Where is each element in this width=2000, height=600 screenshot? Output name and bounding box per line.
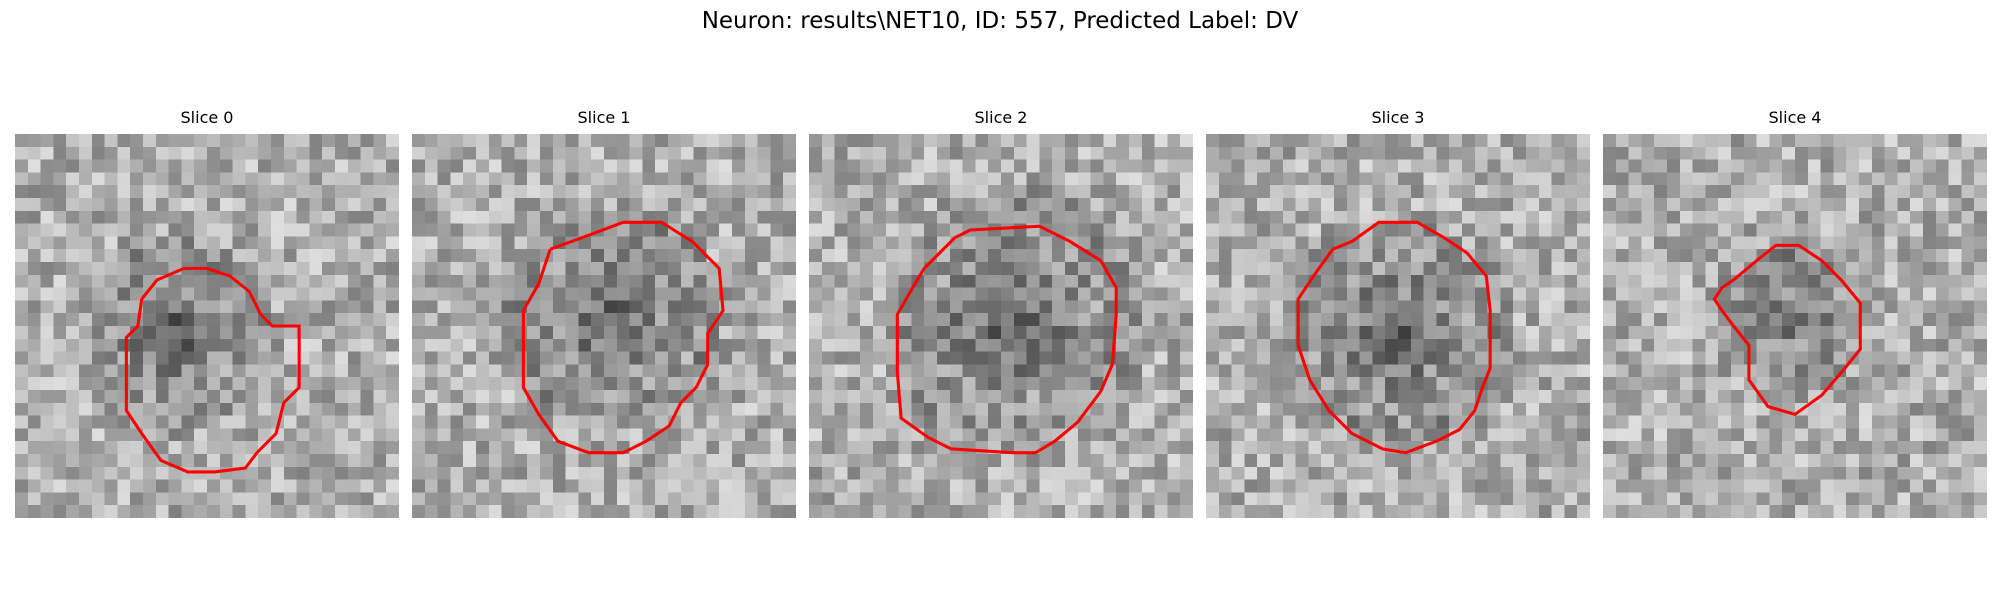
contour-overlay <box>1296 220 1492 455</box>
contour-overlay <box>895 224 1118 455</box>
slice-title: Slice 4 <box>1768 108 1822 127</box>
contour-overlay <box>1712 243 1862 417</box>
slice-panel-1: Slice 1 <box>412 108 796 518</box>
slice-panel-3: Slice 3 <box>1206 108 1590 518</box>
contour-overlay <box>521 220 725 455</box>
slice-image <box>1206 134 1590 518</box>
slice-image <box>809 134 1193 518</box>
slice-title: Slice 0 <box>180 108 234 127</box>
slice-title: Slice 2 <box>974 108 1028 127</box>
segmentation-contour <box>895 224 1118 455</box>
slice-image <box>15 134 399 518</box>
slice-panel-2: Slice 2 <box>809 108 1193 518</box>
slice-image <box>1603 134 1987 518</box>
contour-overlay <box>124 266 301 474</box>
segmentation-contour <box>521 220 725 455</box>
slice-title: Slice 1 <box>577 108 631 127</box>
slice-panel-4: Slice 4 <box>1603 108 1987 518</box>
segmentation-contour <box>1296 220 1492 455</box>
segmentation-contour <box>1712 243 1862 417</box>
slice-title: Slice 3 <box>1371 108 1425 127</box>
slice-panel-0: Slice 0 <box>15 108 399 518</box>
segmentation-contour <box>124 266 301 474</box>
figure-title: Neuron: results\NET10, ID: 557, Predicte… <box>701 8 1299 34</box>
